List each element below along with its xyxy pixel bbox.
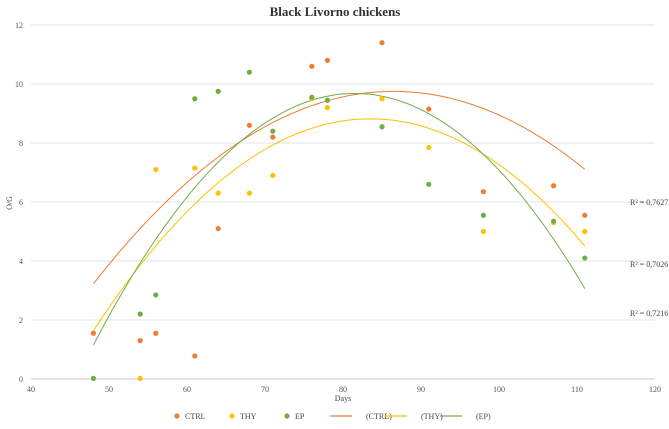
point-ctrl [192,353,198,359]
point-ctrl [582,212,588,218]
y-tick-label: 10 [15,80,23,89]
point-ep [153,292,159,298]
x-tick-label: 40 [27,385,35,394]
point-ctrl [90,330,96,336]
point-thy [426,144,432,151]
legend-marker-thy [229,413,235,419]
tick-labels: 0 2 4 6 8 10 12 40 50 60 70 80 90 100 110 120 [15,21,661,394]
point-ctrl [551,183,557,189]
x-tick-label: 110 [571,385,583,394]
trendlines [92,90,586,346]
legend-marker-ctrl [174,413,180,419]
point-ep [379,124,385,130]
trendline-thy [92,118,586,331]
x-tick-label: 120 [649,385,661,394]
point-ep [324,97,330,103]
r2-labels: R² = 0,7627 R² = 0,7026 R² = 0,7216 [630,198,668,318]
point-ep [270,128,276,134]
point-thy [246,190,252,196]
point-ctrl [379,40,385,46]
point-ctrl [324,57,330,64]
point-ctrl [246,122,252,128]
x-tick-label: 80 [339,385,347,394]
point-ctrl [153,330,159,336]
point-thy [215,190,221,196]
point-ctrl [215,225,221,232]
point-ep [309,94,315,100]
chart-title: Black Livorno chickens [270,4,401,19]
y-tick-label: 2 [19,316,23,325]
point-thy [153,166,159,173]
x-tick-label: 90 [417,385,425,394]
y-tick-label: 12 [15,21,23,30]
x-axis-label: Days [335,394,351,403]
point-ep [192,96,198,102]
point-thy [480,228,486,235]
point-ctrl [480,189,486,195]
x-tick-label: 70 [261,385,269,394]
point-ctrl [137,338,143,344]
x-tick-label: 50 [105,385,113,394]
point-thy [192,165,198,171]
legend-label-thy: THY [240,412,257,421]
point-thy [582,228,588,235]
point-ctrl [309,63,315,69]
r2-label-ep: R² = 0,7216 [630,309,668,318]
legend-label-trend-ep: (EP) [476,412,491,421]
point-ep [215,88,221,94]
legend-label-ep: EP [295,412,305,421]
x-tick-label: 60 [183,385,191,394]
y-tick-label: 6 [19,198,23,207]
point-ep [582,255,588,261]
point-ep [246,69,252,75]
legend: CTRL THY EP (CTRL) (THY) (EP) [174,412,491,421]
point-ep [426,181,432,187]
legend-marker-ep [284,413,290,419]
legend-label-ctrl: CTRL [185,412,206,421]
point-thy [137,375,143,382]
y-tick-label: 0 [19,375,23,384]
legend-label-trend-ctrl: (CTRL) [366,412,392,421]
point-ep [90,375,96,382]
point-ep [480,212,486,218]
grid [31,24,655,380]
point-thy [379,96,385,102]
trendline-ep [92,92,586,346]
point-ep [137,311,143,317]
legend-label-trend-thy: (THY) [421,412,443,421]
y-axis-label: O/G [5,196,14,210]
y-tick-label: 8 [19,139,23,148]
point-ep [551,218,557,224]
point-ctrl [270,134,276,140]
data-points [90,40,588,382]
point-ctrl [426,106,432,112]
r2-label-ctrl: R² = 0,7627 [630,198,668,207]
x-tick-label: 100 [493,385,505,394]
trendline-ctrl [93,90,586,285]
y-tick-label: 4 [19,257,23,266]
r2-label-thy: R² = 0,7026 [630,260,668,269]
point-thy [324,105,330,111]
point-thy [270,172,276,179]
